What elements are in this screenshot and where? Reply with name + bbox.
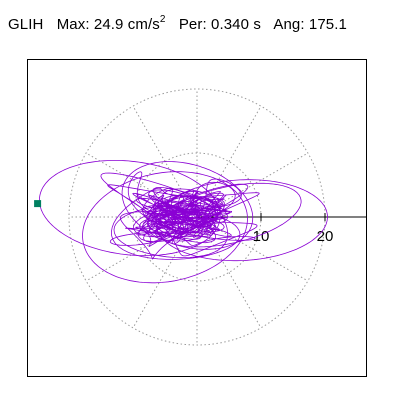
- max-label: Max:: [56, 16, 90, 33]
- peak-marker: [34, 200, 42, 208]
- motion-traces: [39, 160, 328, 284]
- trace-outer-loop-5: [155, 179, 328, 262]
- trace-mid-loops: [100, 171, 260, 260]
- radial-tick-label-10: 10: [253, 228, 270, 245]
- trace-outer-loop-2: [82, 171, 248, 284]
- grid-spoke-300: [196, 216, 262, 329]
- markers: [34, 200, 42, 208]
- radial-tick-label-20: 20: [317, 228, 334, 245]
- max-value: 24.9: [93, 16, 124, 33]
- trace-outer-loop-1: [39, 160, 221, 257]
- plot-frame: [27, 59, 367, 377]
- trace-outer-loop-4: [156, 182, 302, 248]
- period-label: Per:: [178, 16, 207, 33]
- period-value: 0.340 s: [211, 16, 261, 33]
- trace-central-tangle: [132, 186, 233, 245]
- station-code: GLIH: [8, 16, 44, 33]
- max-unit: cm/s: [127, 16, 160, 33]
- chart-header: GLIH Max: 24.9 cm/s2 Per: 0.340 s Ang: 1…: [8, 14, 347, 33]
- trace-outer-loop-3: [121, 161, 254, 250]
- angle-label: Ang:: [273, 16, 305, 33]
- angle-value: 175.1: [308, 16, 347, 33]
- max-unit-exponent: 2: [159, 14, 166, 25]
